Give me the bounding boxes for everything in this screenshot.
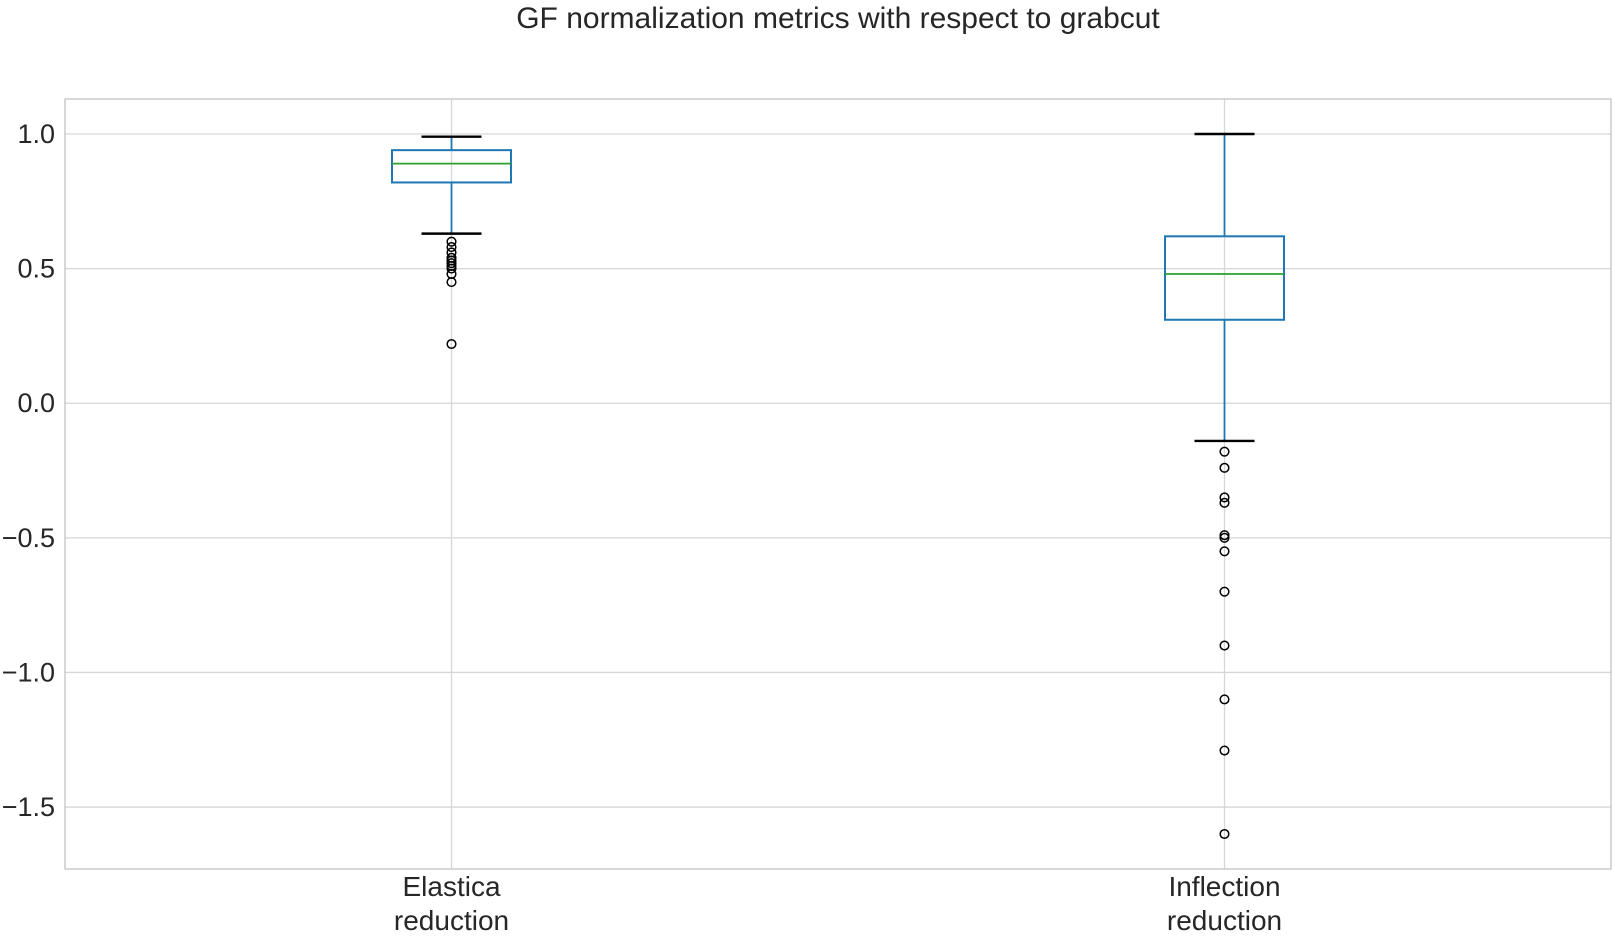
outlier-point bbox=[446, 236, 457, 247]
outlier-point bbox=[446, 338, 457, 350]
outlier-point bbox=[1219, 745, 1230, 756]
outlier-point bbox=[1219, 492, 1230, 503]
outlier-point bbox=[1219, 530, 1230, 541]
outlier-point bbox=[446, 242, 457, 253]
outlier-point bbox=[1219, 497, 1230, 508]
y-tick-label: 0.5 bbox=[17, 254, 55, 284]
outlier-point bbox=[446, 258, 457, 269]
y-tick-label: −0.5 bbox=[2, 523, 55, 553]
outlier-point bbox=[1219, 828, 1230, 840]
x-category-label: Inflection reduction bbox=[1167, 871, 1282, 936]
x-category-label: Elastica reduction bbox=[394, 871, 509, 936]
outlier-point bbox=[1219, 586, 1230, 597]
y-tick-label: −1.0 bbox=[2, 657, 55, 687]
outlier-point bbox=[446, 263, 457, 274]
outlier-point bbox=[1219, 546, 1230, 557]
chart-title: GF normalization metrics with respect to… bbox=[516, 2, 1160, 35]
y-tick-label: 1.0 bbox=[17, 119, 55, 149]
outlier-point bbox=[1219, 462, 1230, 473]
iqr-box bbox=[391, 149, 512, 184]
outlier-point bbox=[1219, 694, 1230, 705]
outlier-point bbox=[1219, 640, 1230, 651]
y-tick-label: −1.5 bbox=[2, 792, 55, 822]
outlier-point bbox=[1219, 446, 1230, 457]
iqr-box bbox=[1164, 235, 1285, 321]
outlier-point bbox=[1219, 532, 1230, 543]
y-tick-label: 0.0 bbox=[17, 388, 55, 418]
outlier-point bbox=[446, 277, 457, 288]
axes-border bbox=[64, 98, 1612, 870]
